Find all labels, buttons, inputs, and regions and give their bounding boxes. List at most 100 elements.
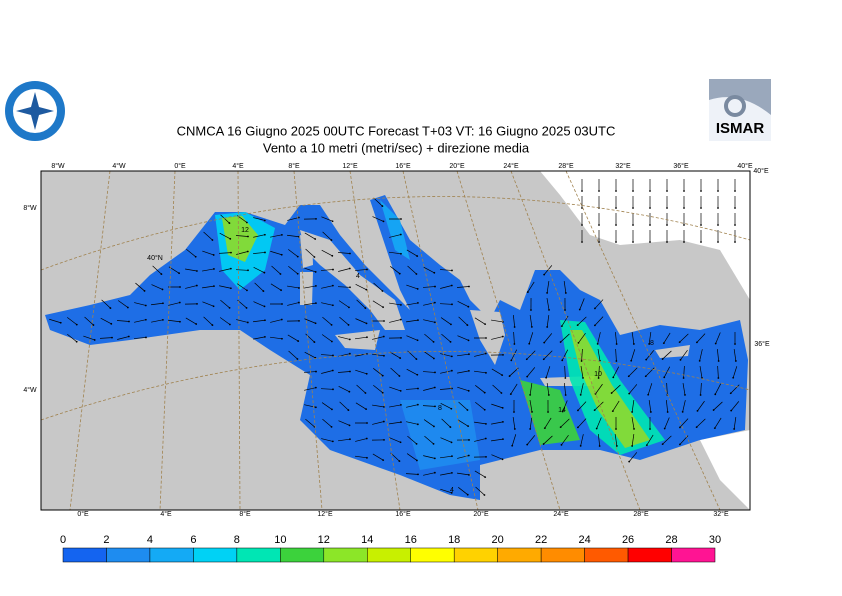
colorbar-segment — [149, 547, 194, 563]
wind-arrow — [356, 384, 366, 394]
wind-arrow — [528, 332, 534, 344]
wind-arrow-head — [699, 394, 702, 396]
wind-arrow-head — [247, 269, 249, 272]
wind-arrow-head — [598, 190, 600, 192]
wind-arrow — [152, 265, 162, 275]
wind-arrow-head — [510, 359, 513, 362]
wind-arrow-head — [381, 374, 384, 377]
colorbar-tick-label: 12 — [318, 534, 330, 546]
wind-arrow — [405, 388, 419, 390]
wind-arrow-head — [467, 339, 470, 342]
bottom-label: 12°E — [317, 510, 333, 518]
graticule — [41, 171, 750, 510]
top-label: 32°E — [615, 162, 631, 170]
wind-arrow-head — [698, 359, 701, 362]
wind-arrow-head — [195, 323, 198, 325]
wind-arrow-head — [366, 268, 368, 271]
wind-arrow-head — [381, 205, 384, 207]
wind-arrow — [321, 285, 333, 289]
wind-arrow — [474, 421, 486, 425]
wind-arrow-head — [383, 320, 385, 322]
wind-arrow-head — [331, 408, 333, 411]
wind-arrow-head — [485, 422, 487, 425]
wind-arrow-head — [331, 254, 334, 257]
wind-arrow — [373, 197, 383, 207]
wind-arrow-head — [543, 341, 546, 344]
colorbar-tick-label: 20 — [492, 534, 504, 546]
wind-arrow-head — [450, 441, 453, 444]
wind-arrow-head — [228, 306, 231, 309]
wind-arrow-head — [666, 190, 668, 192]
wind-arrow — [578, 332, 586, 344]
wind-arrow — [440, 402, 452, 410]
wind-arrow-head — [666, 207, 668, 209]
wind-arrow — [389, 251, 401, 255]
wind-arrow-head — [416, 403, 419, 406]
wind-arrow-head — [315, 370, 317, 373]
wind-arrow-head — [734, 343, 736, 345]
wind-arrow — [390, 367, 400, 377]
wind-arrow — [253, 217, 265, 221]
wind-arrow-head — [483, 408, 486, 411]
wind-arrow — [100, 317, 112, 325]
wind-arrow-head — [560, 325, 563, 328]
colorbar-segment — [497, 547, 542, 563]
wind-arrow — [733, 349, 737, 361]
wind-arrow-head — [332, 388, 334, 391]
colorbar-tick-label: 6 — [190, 534, 196, 546]
wind-arrow-head — [581, 190, 583, 192]
wind-arrow — [696, 333, 706, 343]
wind-arrow-head — [734, 241, 736, 243]
wind-arrow-head — [484, 437, 487, 440]
wind-arrow — [628, 367, 638, 377]
wind-arrow-head — [712, 409, 715, 411]
wind-arrow-head — [663, 376, 666, 379]
wind-arrow-head — [682, 377, 685, 379]
wind-arrow — [151, 302, 163, 306]
wind-arrow-head — [433, 425, 435, 428]
colorbar-segment — [236, 547, 281, 563]
wind-arrow-head — [398, 272, 401, 275]
wind-arrow — [389, 421, 401, 425]
wind-arrow — [511, 434, 517, 446]
wind-arrow-head — [160, 273, 163, 275]
wind-arrow-head — [649, 224, 651, 226]
wind-arrow-head — [381, 391, 384, 394]
wind-arrow — [406, 284, 418, 290]
wind-arrow-head — [451, 269, 453, 272]
wind-arrow — [700, 382, 702, 396]
wind-arrow — [389, 234, 401, 238]
wind-arrow-head — [729, 392, 732, 395]
wind-arrow — [67, 317, 77, 325]
wind-arrow — [564, 365, 566, 379]
wind-arrow — [422, 405, 436, 407]
wind-arrow-head — [382, 420, 385, 423]
wind-arrow — [577, 316, 587, 326]
wind-arrow-head — [564, 309, 566, 311]
wind-arrow-head — [528, 342, 531, 345]
wind-arrow — [389, 319, 401, 323]
wind-arrow-head — [467, 389, 470, 392]
wind-arrow — [356, 299, 366, 309]
wind-arrow — [562, 400, 568, 412]
wind-arrow — [491, 438, 503, 442]
wind-arrow — [510, 383, 518, 395]
wind-arrow — [475, 385, 485, 393]
wind-arrow-head — [348, 338, 351, 341]
wind-arrow-head — [382, 306, 384, 309]
bottom-label: 4°E — [160, 510, 172, 518]
wind-arrow — [253, 336, 265, 340]
wind-arrow — [337, 252, 351, 254]
wind-arrow-head — [450, 491, 453, 494]
wind-arrow-head — [484, 323, 487, 326]
right-label: 36°E — [754, 340, 770, 348]
wind-arrow — [561, 349, 569, 361]
wind-arrow-head — [416, 373, 419, 376]
wind-arrow-head — [433, 321, 436, 324]
wind-arrow — [355, 336, 367, 340]
wind-arrow — [321, 216, 333, 222]
wind-arrow-head — [525, 358, 528, 361]
wind-arrow — [546, 383, 550, 395]
wind-arrow — [202, 250, 214, 256]
wind-arrow — [457, 353, 469, 357]
